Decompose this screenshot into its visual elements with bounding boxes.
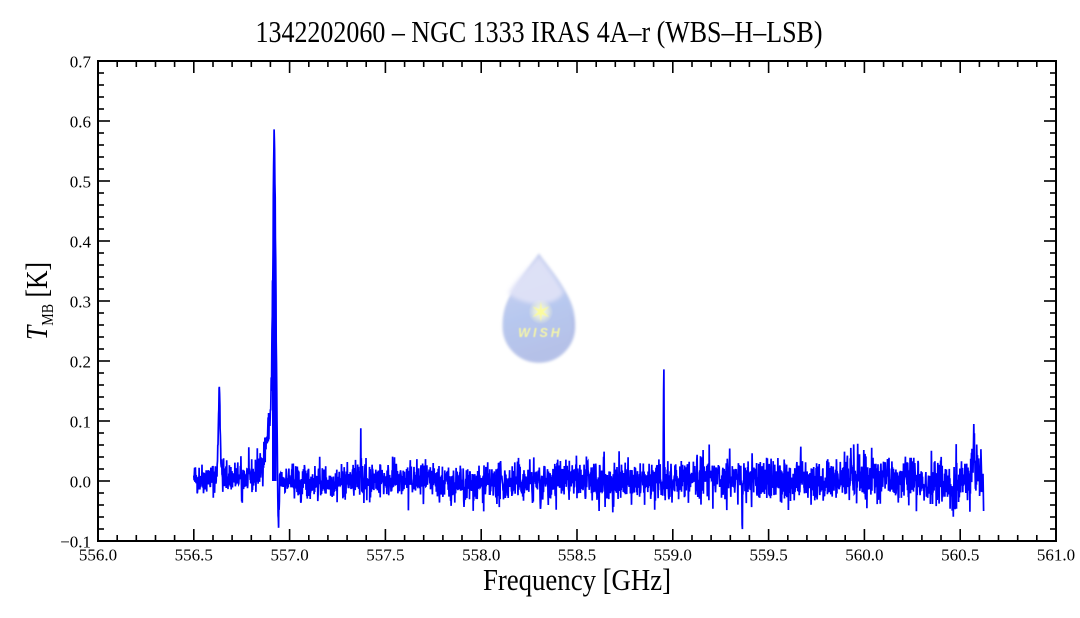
svg-text:557.5: 557.5 xyxy=(366,546,404,565)
svg-text:559.5: 559.5 xyxy=(749,546,787,565)
svg-text:0.6: 0.6 xyxy=(70,113,91,132)
svg-text:556.0: 556.0 xyxy=(79,546,117,565)
svg-text:558.5: 558.5 xyxy=(558,546,596,565)
svg-text:0.0: 0.0 xyxy=(70,473,91,492)
svg-text:0.7: 0.7 xyxy=(70,53,92,72)
svg-text:TMB [K]: TMB [K] xyxy=(19,262,57,340)
svg-text:0.4: 0.4 xyxy=(70,233,92,252)
svg-text:−0.1: −0.1 xyxy=(60,533,91,552)
svg-text:560.0: 560.0 xyxy=(845,546,883,565)
svg-text:560.5: 560.5 xyxy=(941,546,979,565)
svg-text:0.3: 0.3 xyxy=(70,293,91,312)
svg-text:WISH: WISH xyxy=(518,326,563,340)
svg-text:558.0: 558.0 xyxy=(462,546,500,565)
svg-text:Frequency [GHz]: Frequency [GHz] xyxy=(483,562,671,597)
svg-text:0.2: 0.2 xyxy=(70,353,91,372)
svg-text:557.0: 557.0 xyxy=(270,546,308,565)
svg-text:556.5: 556.5 xyxy=(175,546,213,565)
svg-text:561.0: 561.0 xyxy=(1037,546,1075,565)
svg-text:0.5: 0.5 xyxy=(70,173,91,192)
svg-text:1342202060 – NGC 1333 IRAS 4A–: 1342202060 – NGC 1333 IRAS 4A–r (WBS–H–L… xyxy=(256,14,823,49)
svg-text:0.1: 0.1 xyxy=(70,413,91,432)
svg-text:559.0: 559.0 xyxy=(654,546,692,565)
